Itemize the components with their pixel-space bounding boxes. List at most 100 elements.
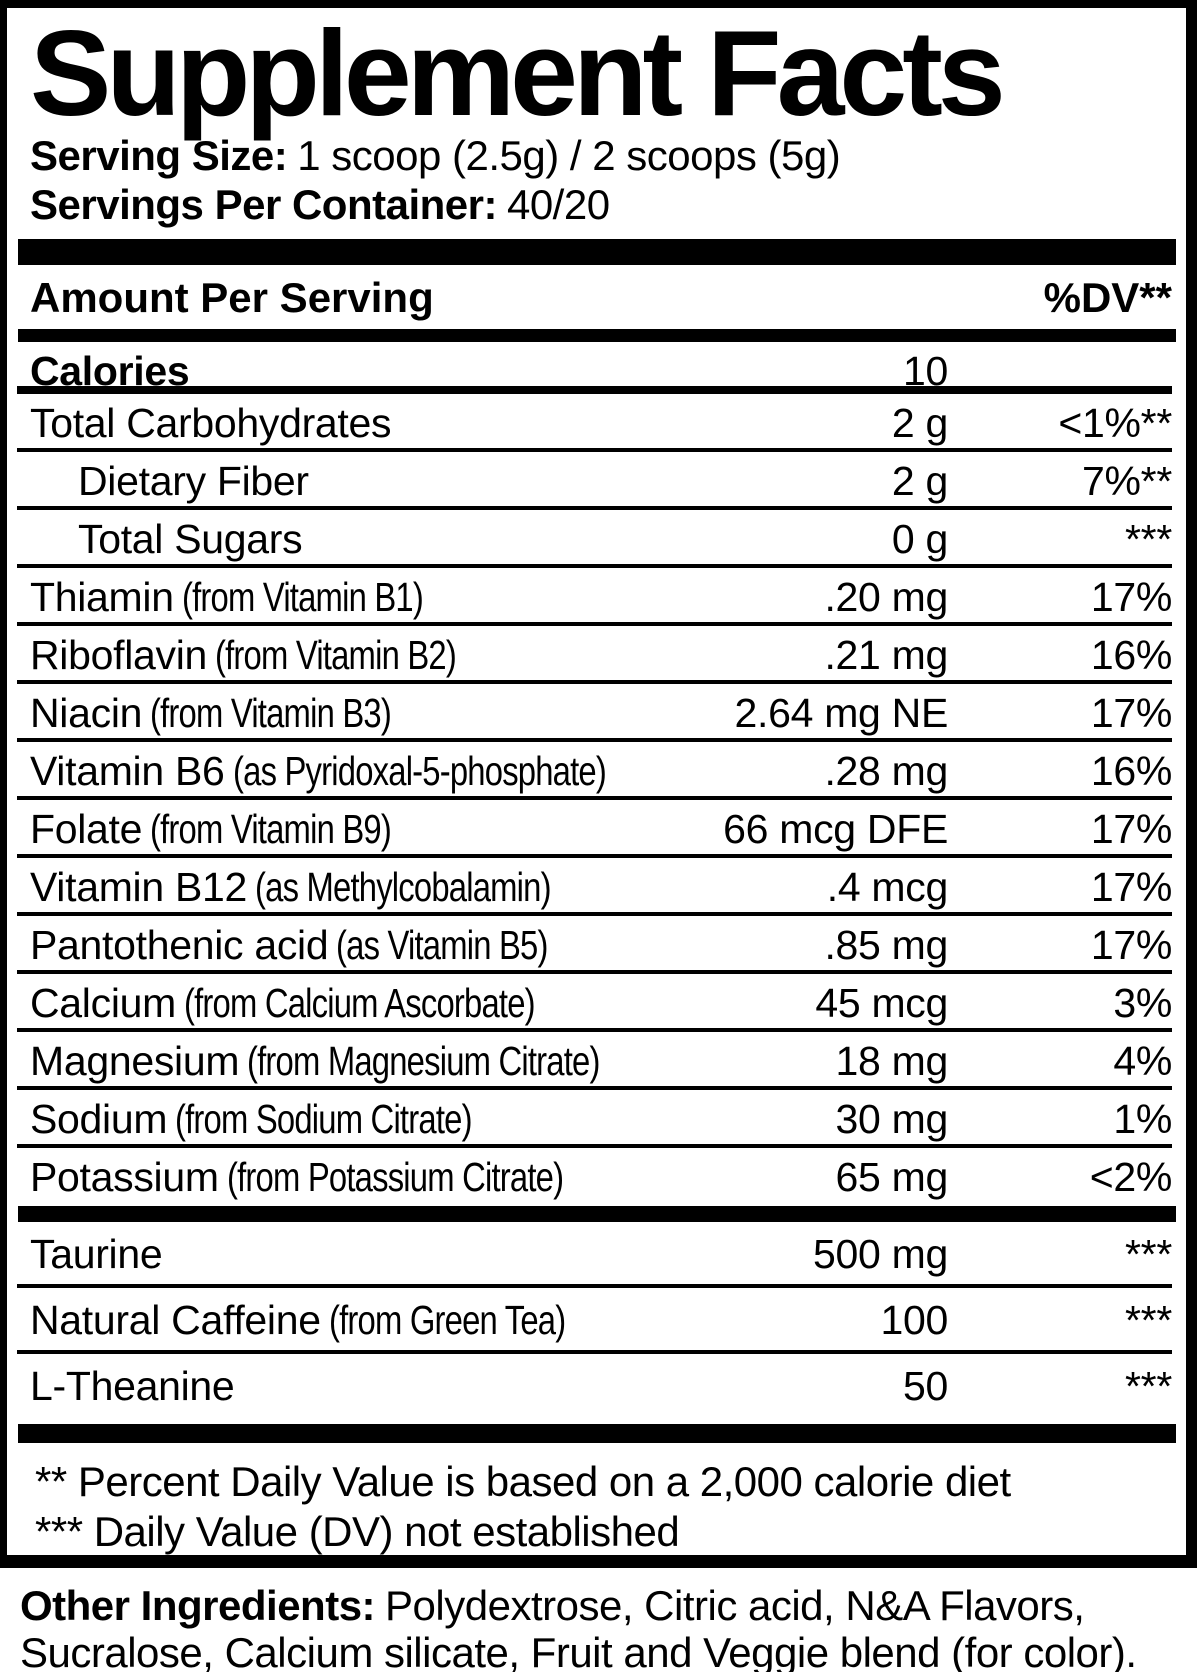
nutrient-dv: 16% [1090, 747, 1172, 794]
nutrient-name: Potassium (from Potassium Citrate) [30, 1153, 564, 1200]
nutrient-amount: 18 mg [835, 1037, 949, 1084]
nutrient-source: (as Pyridoxal-5-phosphate) [232, 747, 607, 794]
nutrient-amount: .21 mg [824, 631, 948, 678]
nutrient-dv: 4% [1113, 1037, 1172, 1084]
nutrient-dv: *** [1125, 1362, 1172, 1409]
table-row: Niacin (from Vitamin B3) 2.64 mg NE 17% [17, 684, 1172, 742]
section-divider-bar [18, 1205, 1176, 1222]
nutrient-source: (from Vitamin B3) [150, 689, 392, 736]
nutrient-name: Vitamin B6 (as Pyridoxal-5-phosphate) [30, 747, 607, 794]
footnote-dv-basis: ** Percent Daily Value is based on a 2,0… [35, 1457, 1011, 1505]
nutrient-amount: 2.64 mg NE [734, 689, 949, 736]
panel-title: Supplement Facts [30, 5, 1006, 141]
other-ingredients-text2: Sucralose, Calcium silicate, Fruit and V… [20, 1629, 1137, 1672]
nutrient-dv: *** [1125, 1296, 1172, 1343]
other-ingredients-line2: Sucralose, Calcium silicate, Fruit and V… [20, 1629, 1198, 1672]
nutrient-amount: 66 mcg DFE [723, 805, 948, 852]
nutrient-dv: 17% [1090, 863, 1172, 910]
nutrient-name: Pantothenic acid (as Vitamin B5) [30, 921, 549, 968]
nutrient-amount: 65 mg [835, 1153, 949, 1200]
table-row: Sodium (from Sodium Citrate) 30 mg 1% [17, 1090, 1172, 1148]
other-ingredients-text1: Polydextrose, Citric acid, N&A Flavors, [385, 1582, 1085, 1629]
nutrient-amount: .28 mg [824, 747, 948, 794]
nutrient-amount: .4 mcg [826, 863, 949, 910]
table-row: Pantothenic acid (as Vitamin B5) .85 mg 1… [17, 916, 1172, 974]
section-divider-bar [18, 238, 1176, 265]
nutrient-amount: 45 mcg [815, 979, 948, 1026]
nutrient-source: (from Magnesium Citrate) [247, 1037, 600, 1084]
servings-per-container-value: 40/20 [506, 180, 610, 228]
nutrient-dv: <2% [1089, 1153, 1173, 1200]
nutrient-amount: 30 mg [835, 1095, 949, 1142]
nutrient-dv: *** [1125, 1230, 1172, 1277]
nutrient-source: (from Vitamin B2) [215, 631, 457, 678]
nutrient-name: Natural Caffeine (from Green Tea) [30, 1296, 566, 1343]
table-row: Folate (from Vitamin B9) 66 mcg DFE 17% [17, 800, 1172, 858]
nutrient-dv: 7%** [1082, 457, 1172, 504]
nutrient-dv: 17% [1090, 805, 1172, 852]
table-row: Taurine 500 mg *** [17, 1222, 1172, 1288]
nutrient-source: (from Vitamin B1) [181, 573, 424, 620]
nutrient-name: Calcium (from Calcium Ascorbate) [30, 979, 536, 1026]
nutrient-source: (from Vitamin B9) [150, 805, 392, 852]
serving-size-line: Serving Size: 1 scoop (2.5g) / 2 scoops (… [30, 131, 1172, 180]
table-row: Total Carbohydrates 2 g <1%** [17, 394, 1172, 452]
nutrient-name: Total Carbohydrates [30, 399, 392, 446]
nutrient-amount: 500 mg [813, 1230, 948, 1277]
nutrient-source: (from Potassium Citrate) [226, 1153, 564, 1200]
nutrient-source: (as Methylcobalamin) [255, 863, 552, 910]
nutrient-name: Dietary Fiber [78, 457, 309, 504]
nutrient-dv: *** [1125, 515, 1172, 562]
nutrient-name: L-Theanine [30, 1362, 235, 1409]
nutrient-source: (from Green Tea) [328, 1296, 566, 1343]
nutrient-name: Folate (from Vitamin B9) [30, 805, 392, 852]
nutrient-amount: 0 g [891, 515, 948, 562]
table-row: Vitamin B6 (as Pyridoxal-5-phosphate) .28… [17, 742, 1172, 800]
servings-per-container-label: Servings Per Container: [30, 180, 497, 228]
nutrient-dv: <1%** [1058, 399, 1172, 446]
nutrient-name: Thiamin (from Vitamin B1) [30, 573, 424, 620]
nutrient-dv: 17% [1090, 921, 1172, 968]
nutrient-amount: 2 g [891, 457, 948, 504]
nutrient-name: Niacin (from Vitamin B3) [30, 689, 392, 736]
nutrient-dv: 17% [1090, 573, 1172, 620]
servings-per-container-line: Servings Per Container: 40/20 [30, 180, 1172, 229]
nutrient-amount: 10 [902, 347, 948, 394]
table-row: Natural Caffeine (from Green Tea) 100 *** [17, 1288, 1172, 1354]
nutrient-dv: 1% [1113, 1095, 1172, 1142]
supplement-facts-panel: Supplement Facts Serving Size: 1 scoop (2… [0, 0, 1197, 1568]
nutrient-name: Sodium (from Sodium Citrate) [30, 1095, 473, 1142]
nutrient-amount: 100 [880, 1296, 948, 1343]
table-row: Thiamin (from Vitamin B1) .20 mg 17% [17, 568, 1172, 626]
nutrient-name: Riboflavin (from Vitamin B2) [30, 631, 457, 678]
other-ingredients: Other Ingredients: Polydextrose, Citric a… [0, 1582, 1200, 1672]
other-ingredients-label: Other Ingredients: [20, 1582, 376, 1629]
nutrient-amount: 2 g [891, 399, 948, 446]
nutrient-amount: .85 mg [824, 921, 948, 968]
nutrient-name: Taurine [30, 1230, 163, 1277]
nutrient-name: Total Sugars [78, 515, 303, 562]
serving-size-label: Serving Size: [30, 131, 288, 179]
serving-size-value: 1 scoop (2.5g) / 2 scoops (5g) [297, 131, 841, 179]
panel-inner: Supplement Facts Serving Size: 1 scoop (2… [7, 5, 1186, 1563]
table-row-calories: Calories 10 [17, 342, 1172, 394]
nutrient-amount: 50 [902, 1362, 948, 1409]
nutrient-dv: 16% [1090, 631, 1172, 678]
other-ingredients-line1: Other Ingredients: Polydextrose, Citric a… [20, 1582, 1198, 1629]
nutrient-amount: .20 mg [824, 573, 948, 620]
nutrient-source: (as Vitamin B5) [336, 921, 548, 968]
table-row: Dietary Fiber 2 g 7%** [17, 452, 1172, 510]
footnote-dv-not-established: *** Daily Value (DV) not established [35, 1508, 680, 1556]
nutrient-dv: 3% [1113, 979, 1172, 1026]
table-row: Total Sugars 0 g *** [17, 510, 1172, 568]
header-divider-bar [18, 328, 1176, 342]
nutrient-name: Calories [30, 347, 190, 394]
table-row: Riboflavin (from Vitamin B2) .21 mg 16% [17, 626, 1172, 684]
nutrient-dv: 17% [1090, 689, 1172, 736]
nutrient-source: (from Sodium Citrate) [175, 1095, 472, 1142]
table-row: L-Theanine 50 *** [17, 1354, 1172, 1424]
percent-dv-header: %DV** [1043, 273, 1172, 321]
amount-per-serving-header: Amount Per Serving [30, 273, 434, 321]
table-row: Calcium (from Calcium Ascorbate) 45 mcg 3… [17, 974, 1172, 1032]
nutrient-name: Vitamin B12 (as Methylcobalamin) [30, 863, 552, 910]
